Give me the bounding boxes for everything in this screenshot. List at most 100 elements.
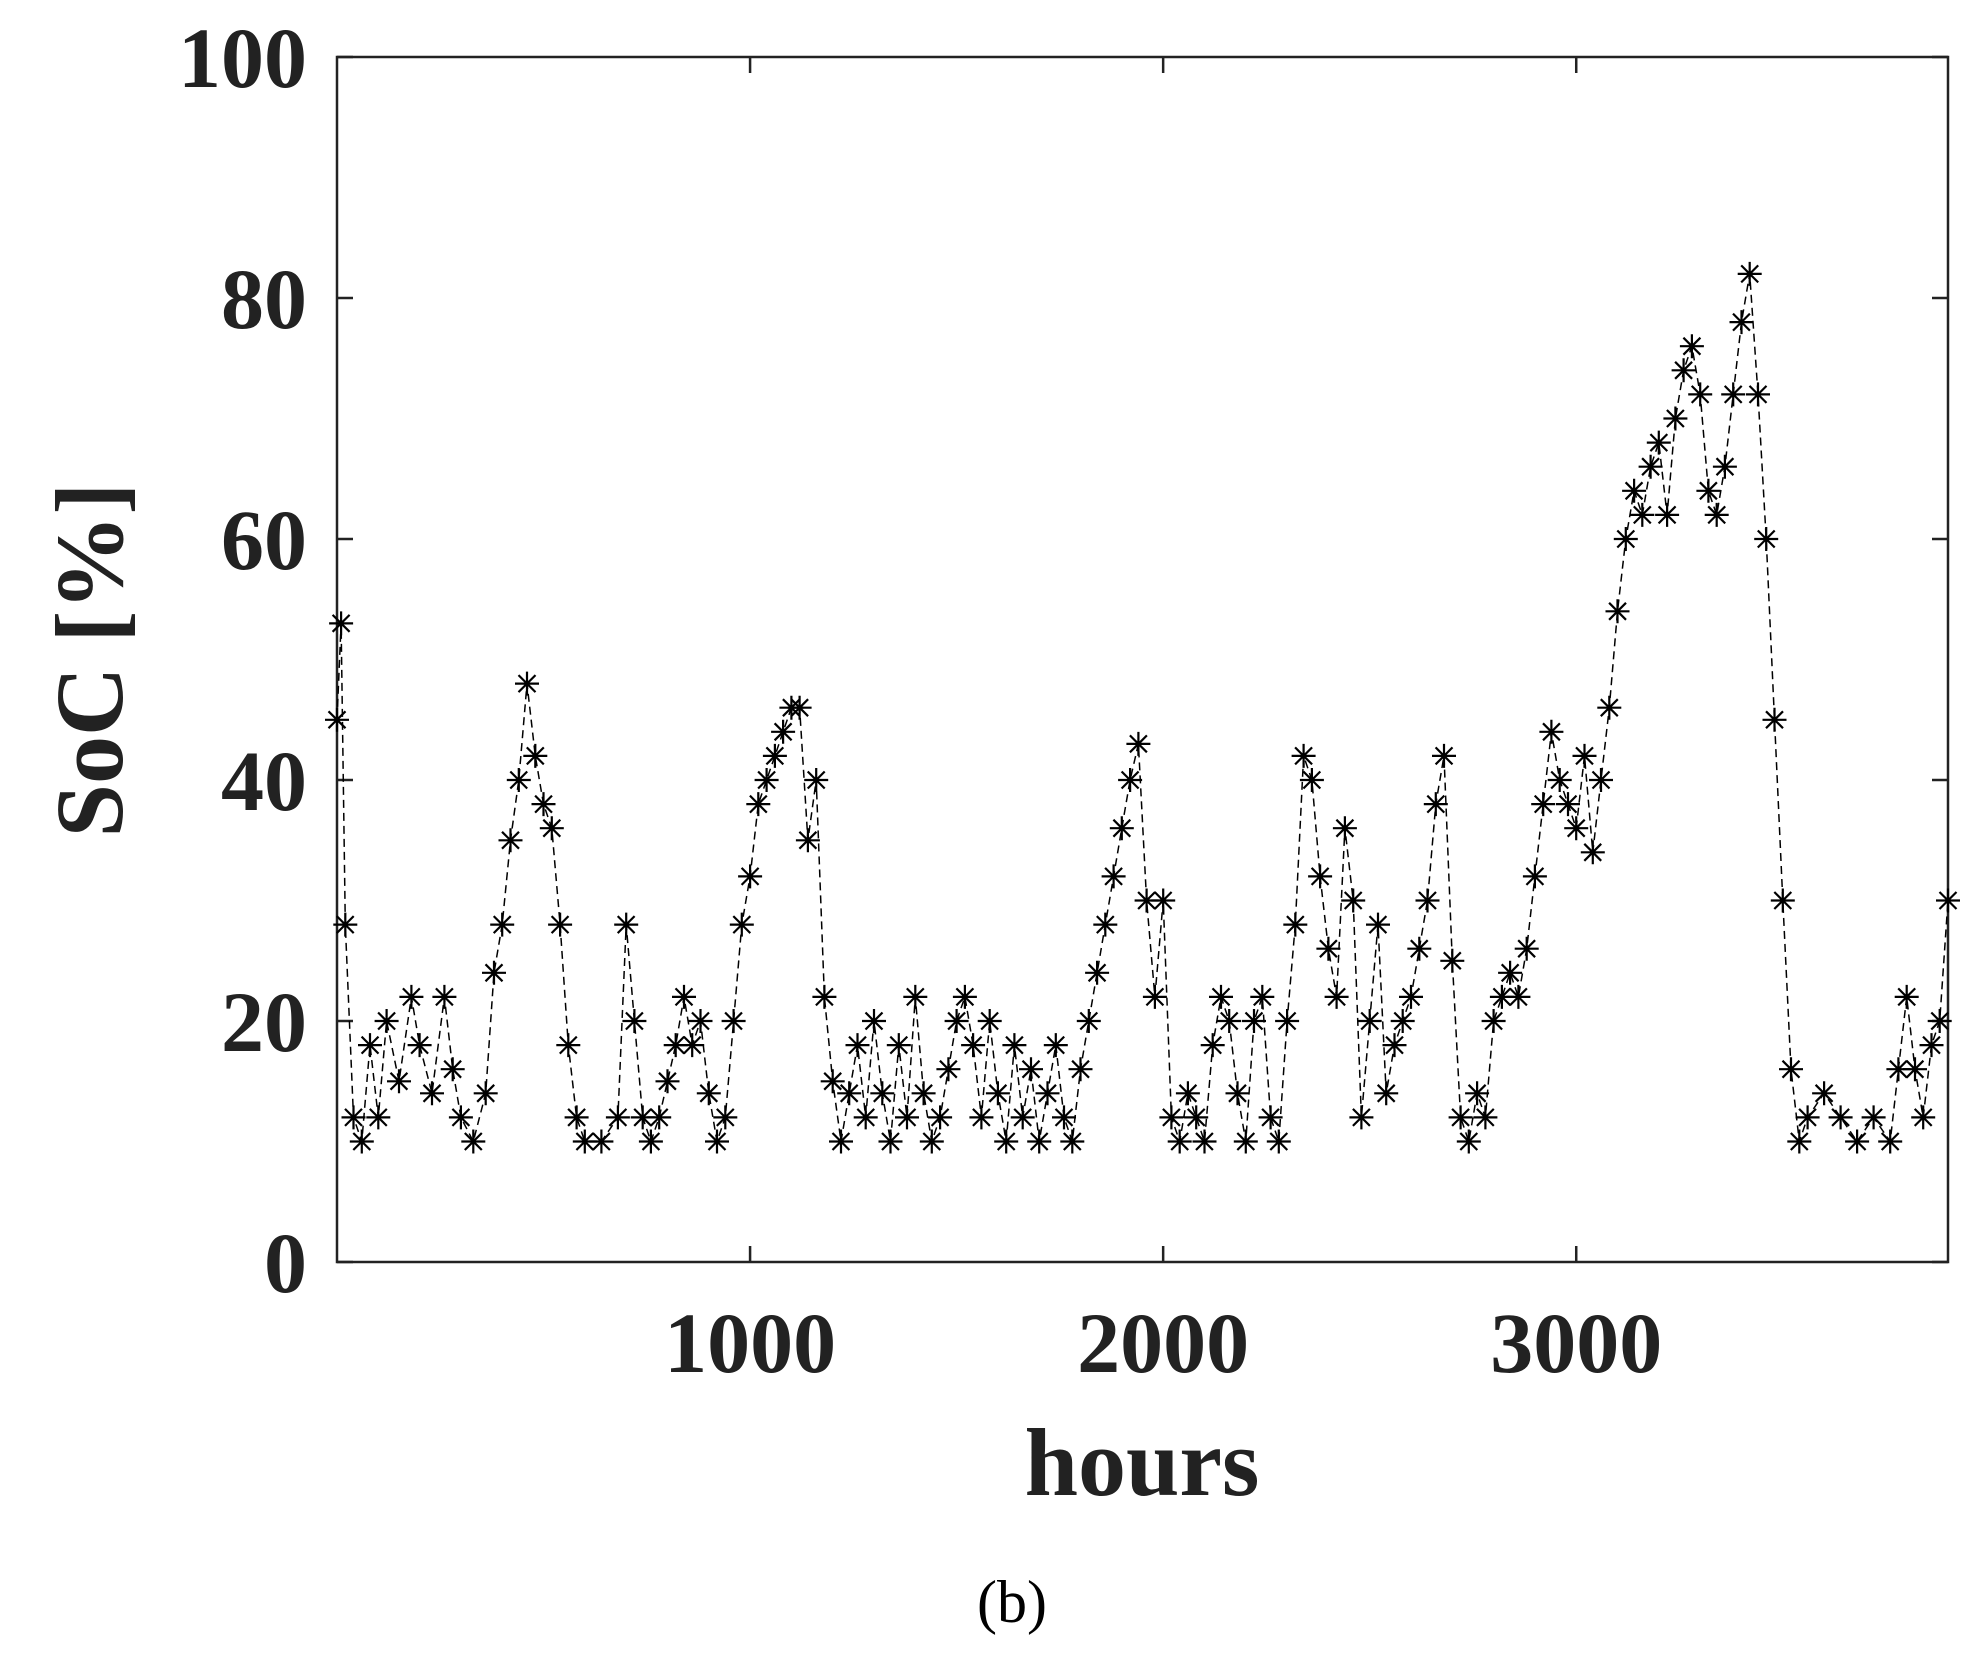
marker [1465,1081,1490,1106]
marker [1919,1033,1944,1058]
marker [952,984,977,1009]
marker [387,1069,411,1094]
marker [539,816,564,841]
marker [1357,1009,1382,1033]
marker [837,1081,862,1106]
x-tick-label: 1000 [664,1295,836,1391]
marker [1489,984,1514,1009]
marker [1209,984,1233,1009]
marker [1646,430,1671,455]
marker [1184,1105,1209,1130]
marker [1308,864,1333,889]
marker [1399,984,1423,1009]
marker [1019,1057,1043,1082]
marker [1390,1009,1415,1033]
marker [333,912,358,937]
marker [1655,502,1680,527]
marker [928,1105,953,1130]
marker [1349,1105,1374,1130]
marker [498,828,523,853]
marker [1729,310,1754,335]
marker [515,671,539,696]
marker [1093,912,1118,937]
marker [461,1129,486,1154]
marker [1126,731,1151,756]
marker [754,768,779,792]
marker [1101,864,1126,889]
marker [1630,502,1655,527]
marker [1159,1105,1184,1130]
marker [638,1129,663,1154]
marker [1291,743,1316,768]
marker [1440,948,1465,973]
marker [1118,768,1143,792]
marker [1622,478,1647,503]
caption: (b) [977,1569,1047,1635]
marker [1233,1129,1258,1154]
marker [705,1129,729,1154]
marker [399,984,424,1009]
marker [1225,1081,1250,1106]
marker [969,1105,994,1130]
marker [572,1129,597,1154]
marker [1167,1129,1192,1154]
marker [1068,1057,1093,1082]
marker [448,1105,473,1130]
marker [1217,1009,1242,1033]
marker [944,1009,969,1033]
marker [1712,454,1737,479]
marker [1936,888,1960,913]
marker [605,1105,630,1130]
marker [1779,1057,1803,1082]
marker [1109,816,1134,841]
marker [1580,840,1605,865]
marker [1671,358,1696,383]
marker [1366,912,1390,937]
marker [1564,816,1589,841]
marker [1522,864,1547,889]
marker [1142,984,1167,1009]
marker [1663,406,1688,431]
marker [341,1105,366,1130]
marker [1299,768,1324,792]
marker [862,1009,886,1033]
marker [1175,1081,1200,1106]
marker [1374,1081,1399,1106]
marker [1514,936,1539,961]
marker [994,1129,1019,1154]
marker [1812,1081,1837,1106]
marker [1151,888,1176,913]
y-tick-label: 80 [221,251,307,347]
marker [985,1081,1010,1106]
marker [440,1057,465,1082]
marker [1688,382,1713,407]
marker [746,792,771,817]
marker [1861,1105,1886,1130]
marker [564,1105,589,1130]
marker [1539,719,1564,744]
marker [420,1081,444,1106]
marker [771,719,796,744]
marker [1052,1105,1076,1130]
marker [729,912,754,937]
marker [1200,1033,1225,1058]
marker [1035,1081,1060,1106]
marker [1878,1129,1903,1154]
marker [1382,1033,1407,1058]
marker [886,1033,911,1058]
marker [329,611,354,636]
marker [1423,792,1448,817]
marker [820,1069,845,1094]
marker [878,1129,903,1154]
y-tick-label: 40 [221,733,307,829]
marker [1613,527,1638,551]
x-tick-label: 2000 [1077,1295,1249,1391]
marker [1415,888,1440,913]
marker [1828,1105,1853,1130]
marker [1506,984,1531,1009]
marker [1192,1129,1217,1154]
marker [804,768,829,792]
marker [738,864,763,889]
marker [374,1009,399,1033]
